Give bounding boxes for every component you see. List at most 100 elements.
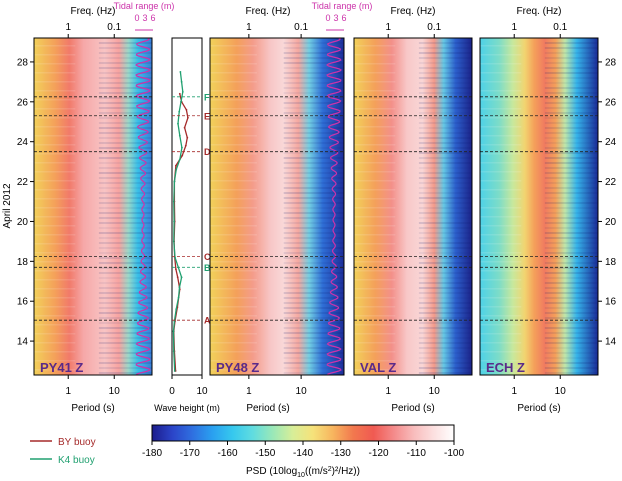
heatmap-val (354, 38, 472, 375)
y-tick-label: 18 (605, 257, 617, 268)
wave-point (181, 146, 183, 149)
texture-stripe (210, 135, 257, 137)
texture-stripe (544, 307, 598, 309)
legend-label: BY buoy (58, 437, 96, 448)
texture-stripe (98, 312, 152, 314)
texture-stripe (98, 322, 152, 324)
texture-stripe (283, 357, 344, 359)
texture-stripe (354, 117, 396, 119)
texture-stripe (98, 142, 152, 144)
texture-stripe (480, 72, 522, 74)
texture-stripe (210, 63, 257, 65)
texture-stripe (544, 77, 598, 79)
x-tick-label: 10 (196, 386, 208, 397)
texture-stripe (283, 237, 344, 239)
texture-stripe (480, 225, 522, 227)
texture-stripe (98, 162, 152, 164)
xlabel-py41: Period (s) (71, 403, 114, 414)
tidal-tick-label: 3 (333, 13, 338, 23)
texture-stripe (418, 187, 472, 189)
texture-stripe (354, 198, 396, 200)
texture-stripe (283, 72, 344, 74)
texture-stripe (418, 357, 472, 359)
texture-stripe (283, 222, 344, 224)
texture-stripe (283, 177, 344, 179)
texture-stripe (283, 272, 344, 274)
texture-stripe (480, 54, 522, 56)
xlabel-py48: Period (s) (246, 403, 289, 414)
texture-stripe (544, 87, 598, 89)
event-label: E (204, 111, 210, 121)
texture-stripe (418, 297, 472, 299)
texture-stripe (544, 347, 598, 349)
texture-stripe (98, 192, 152, 194)
texture-stripe (98, 102, 152, 104)
texture-stripe (210, 54, 257, 56)
texture-stripe (544, 337, 598, 339)
texture-stripe (480, 162, 522, 164)
texture-stripe (354, 342, 396, 344)
colorbar-tick-label: -150 (255, 448, 275, 459)
texture-stripe (98, 282, 152, 284)
texture-stripe (34, 234, 76, 236)
texture-stripe (283, 107, 344, 109)
texture-stripe (480, 261, 522, 263)
texture-stripe (283, 112, 344, 114)
texture-stripe (544, 297, 598, 299)
wave-point (175, 164, 177, 167)
wave-point (180, 80, 183, 83)
texture-stripe (283, 302, 344, 304)
texture-stripe (418, 52, 472, 54)
texture-stripe (98, 257, 152, 259)
texture-stripe (418, 47, 472, 49)
texture-stripe (544, 277, 598, 279)
texture-stripe (283, 362, 344, 364)
y-tick-label: 22 (17, 177, 29, 188)
texture-stripe (98, 367, 152, 369)
tidal-tick-label: 0 (325, 13, 330, 23)
texture-stripe (283, 352, 344, 354)
wave-point (178, 92, 181, 95)
texture-stripe (480, 153, 522, 155)
texture-stripe (283, 202, 344, 204)
wave-point (179, 70, 182, 73)
texture-stripe (283, 122, 344, 124)
texture-stripe (98, 267, 152, 269)
texture-stripe (544, 242, 598, 244)
texture-stripe (283, 227, 344, 229)
panel-wave-height: A BC D EF 0 10 Wave height (m) (154, 37, 220, 413)
panel-label-val: VAL Z (360, 360, 396, 375)
event-label: C (204, 252, 211, 262)
texture-stripe (418, 92, 472, 94)
wave-point (172, 240, 175, 243)
texture-stripe (98, 187, 152, 189)
texture-stripe (98, 197, 152, 199)
texture-stripe (283, 82, 344, 84)
frame-py48 (209, 37, 345, 376)
texture-stripe (480, 342, 522, 344)
texture-stripe (544, 312, 598, 314)
texture-stripe (283, 152, 344, 154)
texture-stripe (98, 217, 152, 219)
texture-stripe (34, 117, 76, 119)
texture-stripe (354, 72, 396, 74)
texture-stripe (544, 112, 598, 114)
texture-stripe (34, 279, 76, 281)
texture-stripe (283, 142, 344, 144)
x-tick-label: 1 (385, 386, 391, 397)
texture-stripe (544, 372, 598, 374)
wave-point (181, 90, 184, 93)
texture-stripe (354, 108, 396, 110)
texture-stripe (98, 232, 152, 234)
wave-point (176, 276, 179, 279)
top-xlabel-py48: Freq. (Hz) (246, 6, 291, 17)
texture-stripe (283, 167, 344, 169)
texture-stripe (544, 342, 598, 344)
x-tick-label: 10 (109, 386, 121, 397)
texture-stripe (544, 207, 598, 209)
texture-stripe (418, 177, 472, 179)
texture-stripe (544, 157, 598, 159)
texture-stripe (544, 232, 598, 234)
